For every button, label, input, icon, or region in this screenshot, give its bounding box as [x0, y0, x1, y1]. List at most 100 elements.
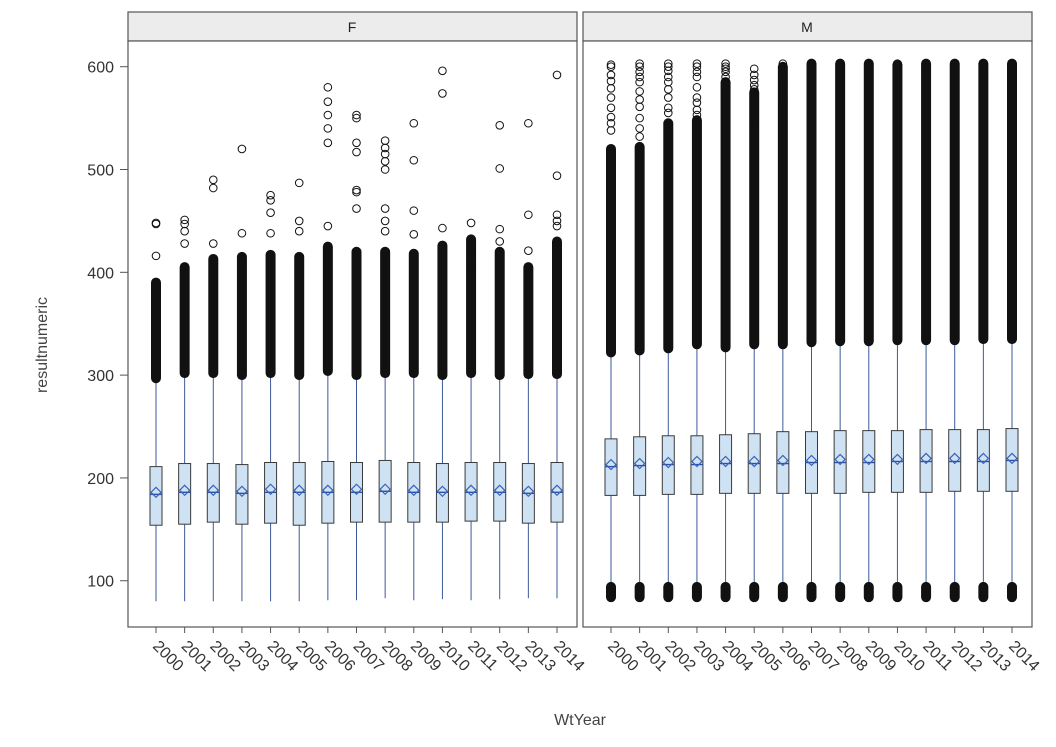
outlier-f-2013-2 — [524, 246, 533, 256]
outlier-m-2005-3 — [749, 80, 759, 90]
outlier-f-2014-3 — [552, 216, 562, 226]
outlier-f-2008-4 — [380, 165, 390, 174]
outlier-f-2005-2 — [294, 226, 304, 236]
mean-m-2000 — [605, 458, 617, 471]
y-tick-label-500: 500 — [87, 163, 114, 180]
mean-f-2005 — [293, 484, 306, 497]
outlier-f-2007-3 — [352, 147, 361, 157]
outlier-m-2006-1 — [778, 62, 788, 72]
outlier-m-2010-1 — [893, 67, 902, 77]
box-m-2006 — [776, 431, 790, 494]
outlier-m-2003-7 — [692, 105, 702, 115]
y-axis-title: resultnumeric — [34, 297, 51, 393]
box-m-2013 — [976, 429, 990, 492]
marks-m — [604, 58, 1019, 603]
outlier-f-2008-5 — [380, 204, 390, 213]
outlier-f-2003-0 — [237, 144, 247, 154]
outlier-f-2008-7 — [380, 226, 390, 236]
outlier-f-2014-1 — [552, 171, 562, 180]
mean-f-2006 — [322, 484, 334, 497]
outlier-f-2000-2 — [151, 251, 161, 261]
outlier-f-2001-2 — [180, 226, 189, 236]
panel-f: F — [127, 11, 578, 628]
box-f-2001 — [178, 463, 192, 525]
outlier-m-2002-1 — [663, 62, 673, 72]
outlier-f-2002-2 — [208, 239, 218, 248]
outlier-m-2009-0 — [864, 59, 874, 68]
mean-f-2001 — [178, 484, 191, 497]
outlier-f-2012-3 — [495, 237, 505, 246]
mean-f-2004 — [264, 483, 277, 496]
outlier-m-2000-9 — [606, 126, 616, 135]
outlier-f-2005-1 — [294, 216, 304, 226]
outlier-m-2001-10 — [635, 132, 644, 141]
outlier-m-2005-0 — [749, 64, 759, 74]
outlier-f-2009-3 — [409, 229, 419, 239]
outlier-f-2014-2 — [552, 210, 562, 220]
outlier-m-2005-5 — [749, 118, 759, 128]
outlier-m-2001-9 — [635, 124, 644, 133]
box-f-2003 — [235, 464, 249, 525]
outlier-f-2006-5 — [323, 221, 333, 231]
outlier-m-2005-1 — [749, 70, 759, 80]
outlier-f-2008-1 — [380, 143, 390, 153]
outlier-f-2002-1 — [208, 183, 218, 193]
y-tick-label-100: 100 — [87, 574, 114, 591]
outlier-f-2001-0 — [180, 215, 189, 225]
outlier-f-2001-3 — [180, 239, 189, 248]
mean-m-2013 — [977, 452, 990, 465]
mean-m-2006 — [777, 454, 789, 467]
outlier-f-2012-1 — [495, 164, 505, 173]
outlier-m-2003-8 — [692, 110, 702, 120]
outlier-f-2012-0 — [495, 121, 505, 130]
outlier-f-2013-1 — [524, 210, 533, 220]
outlier-m-2003-2 — [692, 67, 702, 77]
outlier-m-2001-0 — [635, 59, 644, 68]
outlier-m-2000-0 — [606, 60, 616, 69]
strip-label-f: F — [348, 19, 357, 35]
outlier-f-2009-1 — [409, 155, 419, 165]
marks-f — [149, 66, 564, 602]
outlier-m-2000-5 — [606, 93, 616, 102]
mean-m-2007 — [805, 454, 818, 467]
mean-f-2009 — [407, 484, 420, 497]
outlier-m-2004-4 — [721, 72, 730, 82]
outlier-f-2006-3 — [323, 124, 333, 133]
outlier-m-2000-6 — [606, 103, 616, 113]
outlier-m-2003-5 — [692, 93, 702, 102]
outlier-m-2006-2 — [778, 82, 788, 92]
outlier-m-2003-0 — [692, 59, 702, 68]
outlier-m-2002-3 — [663, 72, 673, 82]
outlier-m-2005-4 — [749, 85, 759, 94]
outlier-f-2007-4 — [352, 185, 361, 195]
mean-m-2001 — [633, 457, 646, 470]
mean-m-2002 — [662, 456, 675, 469]
outlier-m-2000-1 — [606, 62, 616, 72]
outlier-m-2000-4 — [606, 83, 616, 93]
outlier-f-2010-1 — [438, 89, 447, 98]
outlier-m-2001-7 — [635, 102, 644, 112]
outlier-f-2011-1 — [466, 237, 476, 246]
mean-f-2014 — [551, 484, 563, 497]
outlier-m-2000-7 — [606, 112, 616, 122]
box-m-2012 — [948, 429, 962, 492]
mean-m-2014 — [1006, 452, 1018, 465]
outlier-m-2002-5 — [663, 85, 673, 94]
outlier-f-2002-0 — [208, 175, 218, 185]
strip-label-m: M — [801, 19, 813, 35]
outlier-m-2004-0 — [721, 59, 730, 68]
outlier-f-2011-0 — [466, 218, 476, 228]
outlier-f-2008-3 — [380, 156, 390, 166]
outlier-f-2005-0 — [294, 178, 304, 188]
mean-f-2010 — [436, 485, 449, 498]
outlier-m-2006-0 — [778, 59, 788, 68]
mean-m-2004 — [719, 455, 732, 468]
outlier-m-2007-0 — [807, 59, 816, 68]
box-f-2000 — [149, 466, 163, 526]
mean-f-2013 — [522, 485, 535, 498]
outlier-m-2003-4 — [692, 82, 702, 92]
outlier-f-2013-0 — [524, 118, 533, 128]
outlier-f-2006-2 — [323, 110, 333, 120]
outlier-f-2010-2 — [438, 223, 447, 233]
